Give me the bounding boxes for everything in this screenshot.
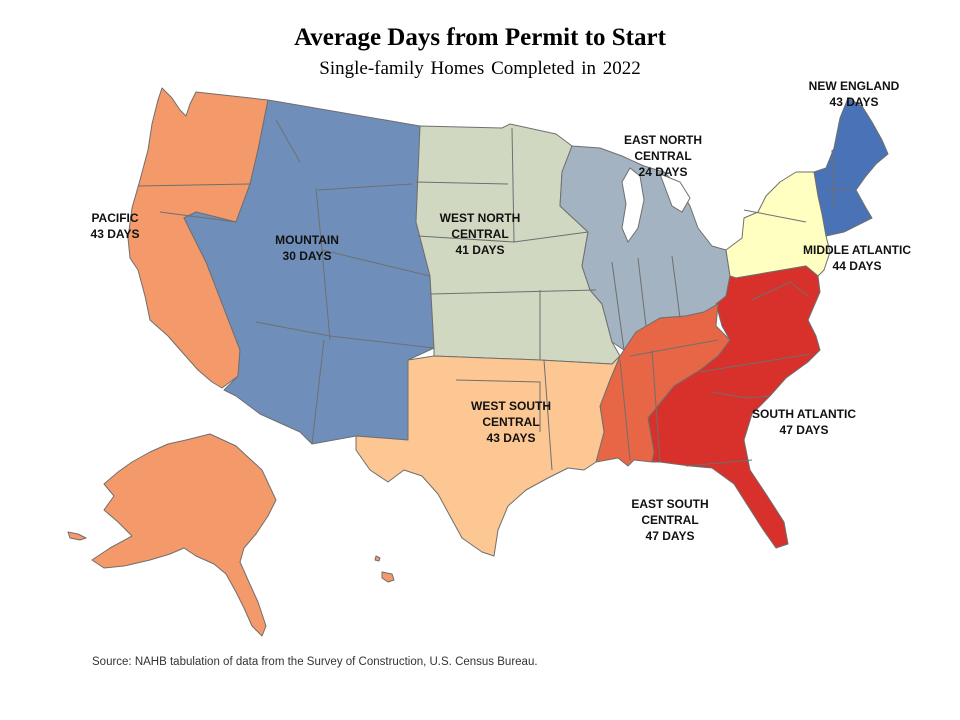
label-new-england-name: NEW ENGLAND bbox=[808, 79, 900, 93]
region-pacific bbox=[127, 87, 269, 389]
label-east-south-central-name-2: CENTRAL bbox=[641, 513, 699, 527]
label-west-north-central-name-1: WEST NORTH bbox=[439, 211, 521, 225]
map-title: Average Days from Permit to Start bbox=[294, 24, 666, 51]
label-pacific-name: PACIFIC bbox=[91, 211, 139, 225]
region-pacific-aleutians bbox=[67, 531, 87, 541]
label-south-atlantic-name: SOUTH ATLANTIC bbox=[752, 407, 856, 421]
region-east-south-central bbox=[595, 303, 731, 467]
label-west-south-central-name-2: CENTRAL bbox=[482, 415, 540, 429]
label-east-north-central: EAST NORTH CENTRAL 24 DAYS bbox=[622, 132, 704, 180]
label-mountain: MOUNTAIN 30 DAYS bbox=[266, 232, 348, 264]
label-west-north-central: WEST NORTH CENTRAL 41 DAYS bbox=[436, 210, 524, 258]
label-east-south-central-value: 47 DAYS bbox=[645, 529, 695, 543]
label-east-north-central-name-1: EAST NORTH bbox=[624, 133, 702, 147]
label-south-atlantic-value: 47 DAYS bbox=[779, 423, 829, 437]
label-middle-atlantic-name: MIDDLE ATLANTIC bbox=[803, 243, 911, 257]
label-mountain-name: MOUNTAIN bbox=[275, 233, 339, 247]
lake-huron bbox=[659, 173, 691, 213]
region-pacific-hawaii-2 bbox=[374, 555, 381, 562]
label-middle-atlantic-value: 44 DAYS bbox=[832, 259, 882, 273]
region-pacific-hawaii bbox=[381, 571, 395, 583]
region-new-england bbox=[813, 97, 889, 237]
label-east-south-central: EAST SOUTH CENTRAL 47 DAYS bbox=[622, 496, 718, 544]
lake-michigan bbox=[621, 167, 645, 244]
label-new-england-value: 43 DAYS bbox=[829, 95, 879, 109]
label-west-south-central: WEST SOUTH CENTRAL 43 DAYS bbox=[464, 398, 558, 446]
map-subtitle: Single-family Homes Completed in 2022 bbox=[319, 58, 641, 79]
label-new-england: NEW ENGLAND 43 DAYS bbox=[796, 78, 912, 110]
label-mountain-value: 30 DAYS bbox=[282, 249, 332, 263]
region-west-south-central bbox=[355, 355, 621, 557]
label-west-north-central-name-2: CENTRAL bbox=[451, 227, 509, 241]
label-west-north-central-value: 41 DAYS bbox=[455, 243, 505, 257]
label-middle-atlantic: MIDDLE ATLANTIC 44 DAYS bbox=[796, 242, 918, 274]
label-south-atlantic: SOUTH ATLANTIC 47 DAYS bbox=[744, 406, 864, 438]
label-west-south-central-value: 43 DAYS bbox=[486, 431, 536, 445]
label-pacific-value: 43 DAYS bbox=[90, 227, 140, 241]
label-east-south-central-name-1: EAST SOUTH bbox=[631, 497, 709, 511]
label-west-south-central-name-1: WEST SOUTH bbox=[471, 399, 551, 413]
label-east-north-central-value: 24 DAYS bbox=[638, 165, 688, 179]
region-pacific-alaska bbox=[91, 433, 277, 637]
label-east-north-central-name-2: CENTRAL bbox=[634, 149, 692, 163]
state-boundaries bbox=[137, 119, 853, 471]
label-pacific: PACIFIC 43 DAYS bbox=[84, 210, 146, 242]
source-note: Source: NAHB tabulation of data from the… bbox=[92, 656, 538, 668]
